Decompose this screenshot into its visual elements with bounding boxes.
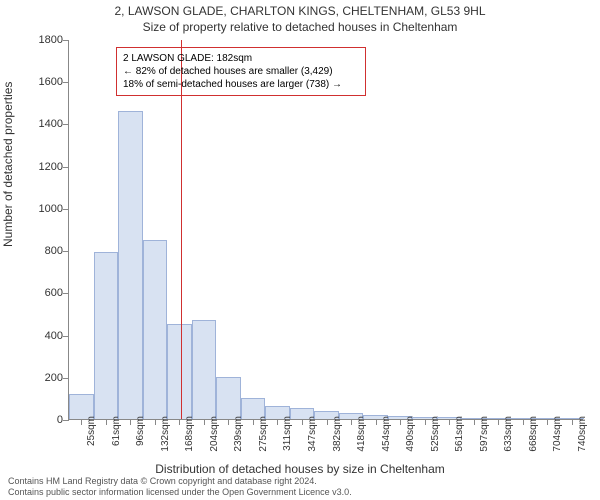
histogram-bar	[118, 111, 143, 419]
y-tick-label: 1600	[23, 76, 63, 88]
y-tick-label: 1400	[23, 118, 63, 130]
y-tick	[63, 293, 69, 294]
histogram-bar	[216, 377, 241, 419]
y-tick-label: 1200	[23, 161, 63, 173]
x-tick	[130, 419, 131, 425]
footer-line-1: Contains HM Land Registry data © Crown c…	[8, 476, 352, 487]
x-tick	[253, 419, 254, 425]
x-tick-label: 25sqm	[86, 416, 97, 466]
x-tick-label: 561sqm	[454, 416, 465, 466]
y-tick	[63, 40, 69, 41]
y-tick	[63, 378, 69, 379]
x-tick	[523, 419, 524, 425]
histogram-bar	[167, 324, 192, 419]
x-tick-label: 740sqm	[577, 416, 588, 466]
y-tick	[63, 82, 69, 83]
y-tick-label: 1800	[23, 34, 63, 46]
x-tick-label: 525sqm	[430, 416, 441, 466]
x-tick	[81, 419, 82, 425]
y-tick-label: 800	[23, 245, 63, 257]
x-tick	[425, 419, 426, 425]
x-tick-label: 668sqm	[528, 416, 539, 466]
x-tick-label: 168sqm	[184, 416, 195, 466]
y-axis-label: Number of detached properties	[1, 82, 15, 247]
x-tick	[155, 419, 156, 425]
y-tick-label: 600	[23, 287, 63, 299]
footer-attribution: Contains HM Land Registry data © Crown c…	[8, 476, 352, 498]
footer-line-2: Contains public sector information licen…	[8, 487, 352, 498]
x-tick-label: 132sqm	[160, 416, 171, 466]
y-tick-label: 200	[23, 372, 63, 384]
y-tick	[63, 336, 69, 337]
x-axis-label: Distribution of detached houses by size …	[0, 462, 600, 476]
y-tick	[63, 124, 69, 125]
x-tick-label: 204sqm	[209, 416, 220, 466]
chart-title-main: 2, LAWSON GLADE, CHARLTON KINGS, CHELTEN…	[0, 4, 600, 18]
chart-plot-area: 02004006008001000120014001600180025sqm61…	[68, 40, 583, 420]
x-tick	[106, 419, 107, 425]
x-tick-label: 382sqm	[332, 416, 343, 466]
y-tick-label: 0	[23, 414, 63, 426]
y-tick	[63, 167, 69, 168]
x-tick	[351, 419, 352, 425]
x-tick-label: 704sqm	[552, 416, 563, 466]
x-tick	[327, 419, 328, 425]
x-tick-label: 454sqm	[381, 416, 392, 466]
x-tick	[400, 419, 401, 425]
histogram-bar	[94, 252, 119, 419]
y-tick-label: 400	[23, 330, 63, 342]
reference-line	[181, 40, 182, 419]
y-tick	[63, 251, 69, 252]
y-tick-label: 1000	[23, 203, 63, 215]
x-tick-label: 275sqm	[258, 416, 269, 466]
x-tick	[449, 419, 450, 425]
annotation-line: 18% of semi-detached houses are larger (…	[123, 78, 359, 91]
x-tick	[547, 419, 548, 425]
annotation-line: ← 82% of detached houses are smaller (3,…	[123, 65, 359, 78]
x-tick	[302, 419, 303, 425]
x-tick-label: 311sqm	[282, 416, 293, 466]
x-tick	[474, 419, 475, 425]
x-tick-label: 633sqm	[503, 416, 514, 466]
x-tick-label: 96sqm	[135, 416, 146, 466]
x-tick	[498, 419, 499, 425]
annotation-line: 2 LAWSON GLADE: 182sqm	[123, 52, 359, 65]
chart-title-sub: Size of property relative to detached ho…	[0, 20, 600, 34]
x-tick	[572, 419, 573, 425]
x-tick-label: 239sqm	[233, 416, 244, 466]
y-tick	[63, 209, 69, 210]
x-tick-label: 597sqm	[479, 416, 490, 466]
y-tick	[63, 420, 69, 421]
histogram-bar	[143, 240, 168, 419]
x-tick	[228, 419, 229, 425]
chart-container: { "title_main": "2, LAWSON GLADE, CHARLT…	[0, 0, 600, 500]
x-tick	[179, 419, 180, 425]
x-tick	[204, 419, 205, 425]
x-tick-label: 61sqm	[111, 416, 122, 466]
annotation-box: 2 LAWSON GLADE: 182sqm← 82% of detached …	[116, 47, 366, 96]
x-tick-label: 347sqm	[307, 416, 318, 466]
x-tick	[376, 419, 377, 425]
x-tick	[277, 419, 278, 425]
x-tick-label: 418sqm	[356, 416, 367, 466]
x-tick-label: 490sqm	[405, 416, 416, 466]
histogram-bar	[192, 320, 217, 419]
